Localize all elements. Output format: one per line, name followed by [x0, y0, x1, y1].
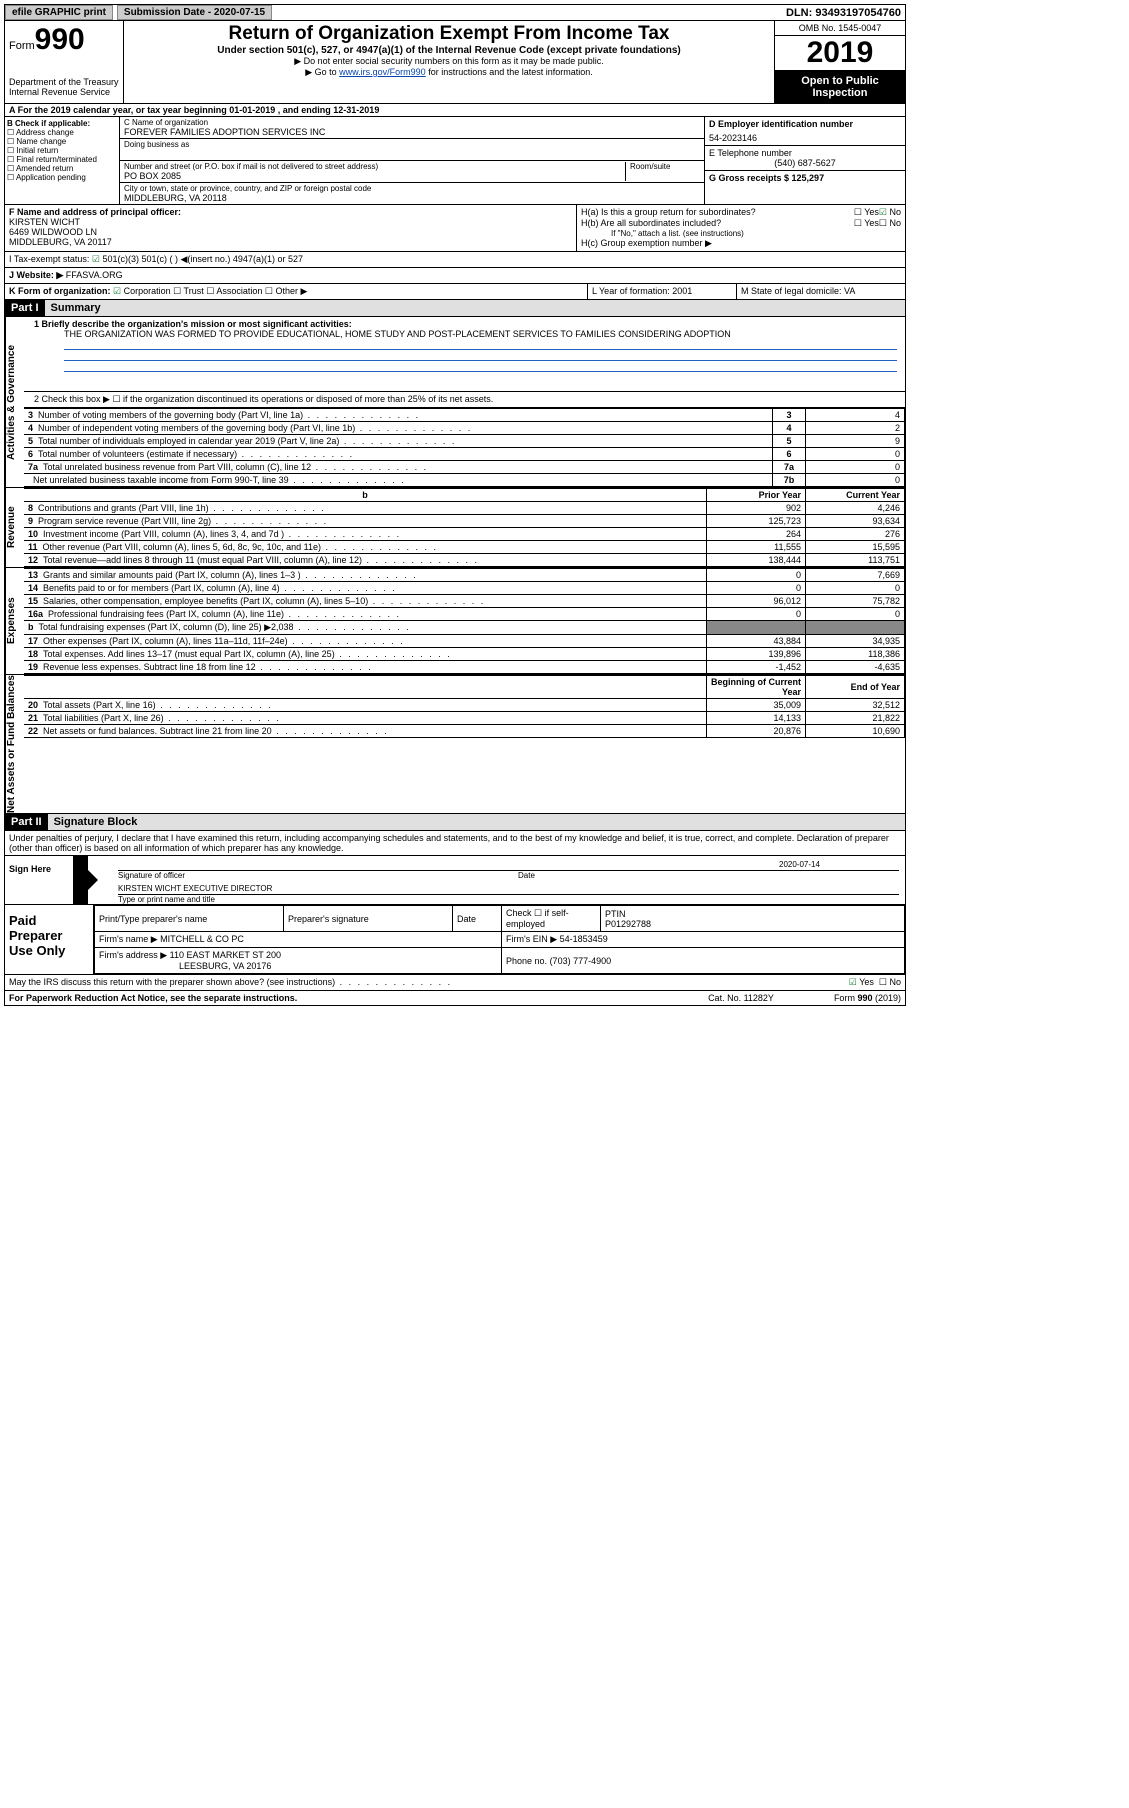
tax-year: 2019 [775, 36, 905, 71]
part2-header: Part II Signature Block [5, 814, 905, 831]
expenses-table: 13 Grants and similar amounts paid (Part… [24, 568, 905, 674]
chk-address-change[interactable]: Address change [7, 128, 117, 137]
side-revenue: Revenue [5, 488, 24, 567]
chk-501c3[interactable] [92, 254, 103, 264]
col-c-org-info: C Name of organization FOREVER FAMILIES … [120, 117, 704, 204]
form-header: Form990 Department of the Treasury Inter… [5, 21, 905, 104]
side-activities: Activities & Governance [5, 317, 24, 487]
sign-date: 2020-07-14 [779, 860, 899, 869]
paid-preparer-block: Paid Preparer Use Only Print/Type prepar… [5, 905, 905, 975]
arrow-icon [74, 856, 88, 904]
activities-table: 3 Number of voting members of the govern… [24, 408, 905, 487]
dept-label: Department of the Treasury [9, 77, 119, 87]
firm-addr2: LEESBURG, VA 20176 [179, 961, 271, 971]
form-subtitle: Under section 501(c), 527, or 4947(a)(1)… [128, 45, 770, 56]
col-b-checkboxes: B Check if applicable: Address change Na… [5, 117, 120, 204]
top-bar: efile GRAPHIC print Submission Date - 20… [5, 5, 905, 21]
org-city: MIDDLEBURG, VA 20118 [124, 193, 700, 203]
note-ssn: ▶ Do not enter social security numbers o… [128, 56, 770, 67]
chk-amended[interactable]: Amended return [7, 164, 117, 173]
officer-signature-name: KIRSTEN WICHT EXECUTIVE DIRECTOR [118, 884, 272, 893]
irs-label: Internal Revenue Service [9, 87, 119, 97]
line-2: 2 Check this box ▶ ☐ if the organization… [24, 392, 905, 408]
part1-header: Part I Summary [5, 300, 905, 317]
irs-link[interactable]: www.irs.gov/Form990 [339, 67, 426, 77]
row-j: J Website: ▶ FFASVA.ORG [5, 268, 905, 284]
row-klm: K Form of organization: Corporation Trus… [5, 284, 905, 300]
declaration-text: Under penalties of perjury, I declare th… [5, 831, 905, 856]
hc-group-exemption: H(c) Group exemption number ▶ [581, 238, 901, 249]
row-f-h: F Name and address of principal officer:… [5, 205, 905, 252]
netassets-table: Beginning of Current YearEnd of Year20 T… [24, 675, 905, 738]
form-number: Form990 [9, 23, 119, 57]
discuss-yes-checked[interactable]: Yes [849, 977, 874, 988]
discuss-row: May the IRS discuss this return with the… [5, 975, 905, 991]
submission-date-button[interactable]: Submission Date - 2020-07-15 [117, 5, 272, 20]
officer-name: KIRSTEN WICHT [9, 217, 572, 227]
org-address: PO BOX 2085 [124, 171, 625, 181]
revenue-table: bPrior YearCurrent Year8 Contributions a… [24, 488, 905, 567]
chk-name-change[interactable]: Name change [7, 137, 117, 146]
page-footer: For Paperwork Reduction Act Notice, see … [5, 991, 905, 1005]
firm-name: MITCHELL & CO PC [160, 934, 244, 944]
side-expenses: Expenses [5, 568, 24, 674]
form-title: Return of Organization Exempt From Incom… [128, 23, 770, 45]
website-value[interactable]: FFASVA.ORG [66, 270, 123, 280]
chk-corporation[interactable]: Corporation [113, 286, 171, 296]
sign-here-block: Sign Here 2020-07-14 Signature of office… [5, 856, 905, 905]
row-a-tax-year: A For the 2019 calendar year, or tax yea… [5, 104, 905, 117]
officer-addr2: MIDDLEBURG, VA 20117 [9, 237, 572, 247]
row-i: I Tax-exempt status: 501(c)(3) 501(c) ( … [5, 252, 905, 268]
firm-phone: (703) 777-4900 [550, 956, 612, 966]
section-bcd: B Check if applicable: Address change Na… [5, 117, 905, 205]
ein-value: 54-2023146 [709, 133, 901, 143]
form-container: efile GRAPHIC print Submission Date - 20… [4, 4, 906, 1006]
discuss-no[interactable]: No [879, 977, 901, 988]
side-netassets: Net Assets or Fund Balances [5, 675, 24, 813]
dln-label: DLN: 93493197054760 [786, 7, 905, 19]
efile-button[interactable]: efile GRAPHIC print [5, 5, 113, 20]
mission-text: THE ORGANIZATION WAS FORMED TO PROVIDE E… [64, 329, 897, 339]
gross-receipts: G Gross receipts $ 125,297 [709, 173, 901, 183]
state-domicile: M State of legal domicile: VA [736, 284, 905, 299]
chk-final-return[interactable]: Final return/terminated [7, 155, 117, 164]
firm-addr1: 110 EAST MARKET ST 200 [170, 950, 281, 960]
dba-label: Doing business as [124, 140, 700, 149]
ha-no-checked[interactable]: No [879, 207, 901, 218]
note-link: ▶ Go to www.irs.gov/Form990 for instruct… [128, 67, 770, 78]
omb-number: OMB No. 1545-0047 [775, 21, 905, 36]
mission-block: 1 Briefly describe the organization's mi… [24, 317, 905, 392]
col-d-ids: D Employer identification number 54-2023… [704, 117, 905, 204]
year-formation: L Year of formation: 2001 [587, 284, 736, 299]
chk-initial-return[interactable]: Initial return [7, 146, 117, 155]
officer-addr1: 6469 WILDWOOD LN [9, 227, 572, 237]
firm-ein: 54-1853459 [560, 934, 608, 944]
form-version: Form 990 (2019) [834, 993, 901, 1003]
room-suite-label: Room/suite [630, 162, 700, 171]
open-inspection: Open to Public Inspection [775, 71, 905, 103]
chk-pending[interactable]: Application pending [7, 173, 117, 182]
ptin-value: P01292788 [605, 919, 651, 929]
org-name: FOREVER FAMILIES ADOPTION SERVICES INC [124, 127, 700, 137]
phone-value: (540) 687-5627 [709, 158, 901, 168]
